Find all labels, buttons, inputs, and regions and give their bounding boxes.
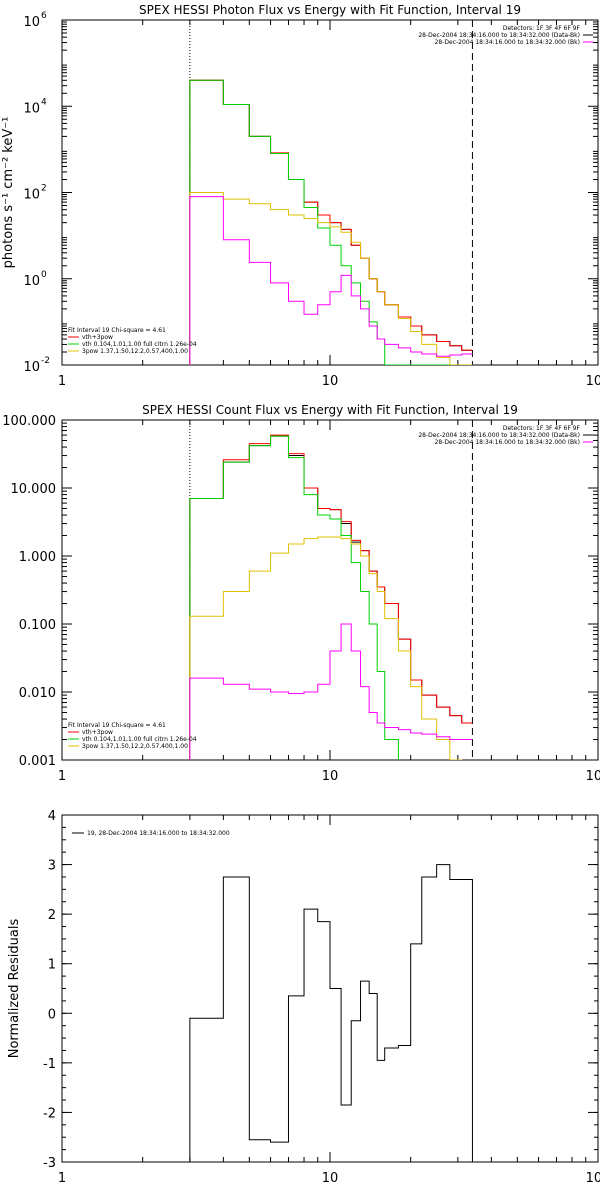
series-0-step-line: [189, 79, 473, 365]
y-tick-label: 2: [48, 908, 56, 923]
x-tick-label: 10: [322, 769, 339, 784]
y-tick-label: 3: [48, 859, 56, 874]
plot-area: [189, 864, 473, 1162]
fit-info-line: vth+3pow: [82, 334, 113, 341]
series-0-step-line: [189, 864, 473, 1162]
y-tick-label: 100.000: [2, 414, 56, 429]
y-tick-exponent: 6: [41, 11, 47, 21]
fit-info-line: Fit Interval 19 Chi-square = 4.61: [68, 327, 166, 334]
info-line: 28-Dec-2004 18:34:16.000 to 18:34:32.000…: [418, 432, 580, 439]
photon-flux-panel: SPEX HESSI Photon Flux vs Energy with Fi…: [1, 3, 600, 389]
info-line: 28-Dec-2004 18:34:16.000 to 18:34:32.000…: [418, 32, 580, 39]
count-flux-panel: SPEX HESSI Count Flux vs Energy with Fit…: [2, 403, 600, 784]
y-tick-exponent: 4: [41, 97, 47, 107]
x-tick-label: 1: [58, 1171, 66, 1186]
plot-area: [189, 434, 473, 760]
y-tick-label: -1: [43, 1057, 56, 1072]
y-tick-label: 0.001: [19, 754, 56, 769]
y-axis-label: photons s⁻¹ cm⁻² keV⁻¹: [1, 117, 16, 269]
series-4-step-line: [189, 623, 473, 760]
chart-title: SPEX HESSI Photon Flux vs Energy with Fi…: [139, 3, 521, 17]
series-1-step-line: [189, 434, 473, 760]
x-tick-label: 100: [586, 374, 600, 389]
series-0-step-line: [189, 435, 473, 760]
y-tick-exponent: -2: [41, 356, 50, 366]
y-tick-label: 0.010: [19, 686, 56, 701]
y-tick-exponent: 2: [41, 184, 47, 194]
series-3-step-line: [189, 192, 473, 365]
info-line: 28-Dec-2004 18:34:16.000 to 18:34:32.000…: [435, 39, 580, 46]
series-1-step-line: [189, 79, 473, 365]
series-3-step-line: [189, 536, 463, 760]
y-tick-label: 10: [23, 188, 40, 203]
y-tick-label: -3: [43, 1156, 56, 1171]
plot-frame: [61, 419, 599, 761]
x-tick-label: 100: [586, 769, 600, 784]
fit-info-line: vth+3pow: [82, 729, 113, 736]
x-tick-label: 1: [58, 769, 66, 784]
fit-info-line: 3pow 1.37,1.50,12.2,0.57,400,1.00: [82, 743, 188, 750]
y-tick-label: 10: [23, 274, 40, 289]
y-tick-label: -2: [43, 1106, 56, 1121]
fit-info-line: 3pow 1.37,1.50,12.2,0.57,400,1.00: [82, 348, 188, 355]
series-4-step-line: [189, 196, 473, 365]
y-tick-label: 10: [23, 360, 40, 375]
x-tick-label: 10: [322, 374, 339, 389]
info-line: 28-Dec-2004 18:34:16.000 to 18:34:32.000…: [435, 439, 580, 446]
y-axis-label: Normalized Residuals: [7, 919, 22, 1059]
info-line: Detectors: 1F 3F 4F 6F 9F: [503, 25, 581, 32]
plot-area: [189, 79, 473, 365]
residuals-panel: 1 10 100 -3 -2 -1 0 1 2 3 4 Normalized Residuals 19,…: [7, 809, 600, 1186]
fit-info-line: vth 0.104,1.01,1.00 full citrn 1.26e-04: [82, 736, 197, 743]
x-tick-label: 10: [322, 1171, 339, 1186]
y-tick-label: 4: [48, 809, 56, 824]
y-tick-label: 10: [23, 101, 40, 116]
y-tick-exponent: 0: [41, 270, 47, 280]
y-tick-label: 0.100: [19, 618, 56, 633]
fit-info-line: Fit Interval 19 Chi-square = 4.61: [68, 722, 166, 729]
series-2-step-line: [189, 435, 399, 760]
info-line: Detectors: 1F 3F 4F 6F 9F: [503, 425, 581, 432]
x-tick-label: 100: [586, 1171, 600, 1186]
y-tick-label: 1.000: [19, 550, 56, 565]
legend-label: 19, 28-Dec-2004 18:34:16.000 to 18:34:32…: [87, 830, 230, 837]
x-tick-label: 1: [58, 374, 66, 389]
series-2-step-line: [189, 79, 473, 365]
y-tick-label: 1: [48, 958, 56, 973]
chart-title: SPEX HESSI Count Flux vs Energy with Fit…: [142, 403, 518, 417]
y-tick-label: 0: [48, 1007, 56, 1022]
fit-info-line: vth 0.104,1.01,1.00 full citrn 1.26e-04: [82, 341, 197, 348]
plot-frame: [61, 19, 599, 366]
y-tick-label: 10: [23, 15, 40, 30]
y-tick-label: 10.000: [11, 482, 57, 497]
